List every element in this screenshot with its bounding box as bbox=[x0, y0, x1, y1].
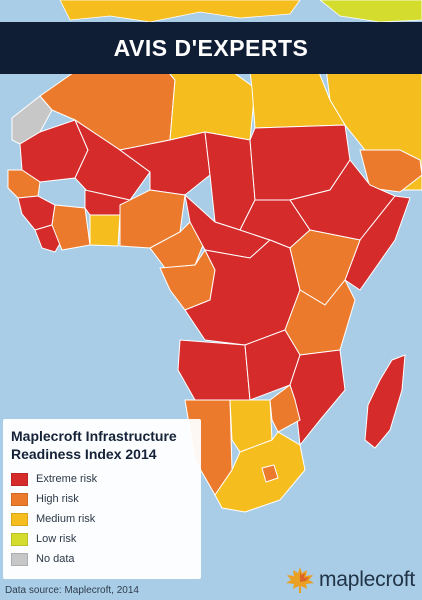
legend-swatch-nodata bbox=[11, 552, 28, 566]
legend-swatch-medium bbox=[11, 512, 28, 526]
legend-title-line-2: Readiness Index 2014 bbox=[11, 446, 157, 462]
region-ivory-coast bbox=[51, 204, 91, 251]
banner-title: AVIS D'EXPERTS bbox=[113, 34, 309, 61]
legend-item-medium: Medium risk bbox=[11, 509, 193, 529]
legend-swatch-extreme bbox=[11, 472, 28, 486]
title-banner: AVIS D'EXPERTS bbox=[0, 22, 422, 74]
legend-title-line-1: Maplecroft Infrastructure bbox=[11, 428, 177, 444]
map-legend: Maplecroft Infrastructure Readiness Inde… bbox=[3, 419, 201, 579]
legend-title: Maplecroft Infrastructure Readiness Inde… bbox=[11, 427, 193, 463]
legend-item-high: High risk bbox=[11, 489, 193, 509]
region-madagascar bbox=[364, 354, 406, 449]
legend-label-medium: Medium risk bbox=[36, 513, 96, 525]
region-lesotho bbox=[261, 464, 279, 483]
region-south-africa bbox=[214, 431, 306, 513]
legend-label-high: High risk bbox=[36, 493, 79, 505]
region-ghana-togo bbox=[89, 214, 121, 247]
legend-item-low: Low risk bbox=[11, 529, 193, 549]
region-europe bbox=[59, 0, 301, 23]
region-europe-east bbox=[319, 0, 422, 23]
legend-label-extreme: Extreme risk bbox=[36, 473, 98, 485]
legend-item-nodata: No data bbox=[11, 549, 193, 569]
legend-item-extreme: Extreme risk bbox=[11, 469, 193, 489]
region-niger bbox=[118, 131, 211, 196]
legend-swatch-high bbox=[11, 492, 28, 506]
maple-leaf-icon bbox=[285, 567, 314, 593]
brand-name: maplecroft bbox=[318, 568, 415, 591]
legend-label-nodata: No data bbox=[36, 553, 75, 565]
region-zimbabwe bbox=[269, 384, 301, 433]
data-source-text: Data source: Maplecroft, 2014 bbox=[5, 585, 139, 596]
brand-logo: maplecroft bbox=[285, 566, 415, 594]
legend-swatch-low bbox=[11, 532, 28, 546]
legend-label-low: Low risk bbox=[36, 533, 77, 545]
